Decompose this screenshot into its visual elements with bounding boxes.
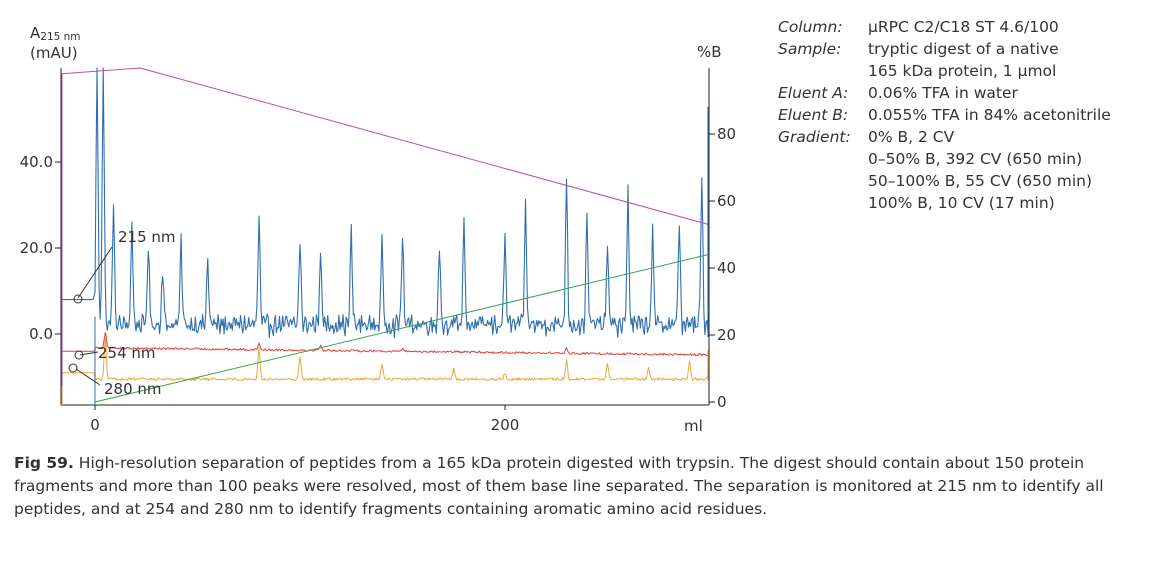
condition-value: 50–100% B, 55 CV (650 min) <box>868 172 1093 190</box>
condition-key: Sample: <box>778 40 842 58</box>
condition-row: Gradient: 0% B, 2 CV <box>778 126 1111 148</box>
condition-key: Gradient: <box>778 128 851 146</box>
condition-row: Eluent A: 0.06% TFA in water <box>778 82 1111 104</box>
run-conditions: Column: μRPC C2/C18 ST 4.6/100 Sample: tryp… <box>778 16 1111 214</box>
condition-key: Column: <box>778 18 843 36</box>
y-right-tick-label: 40 <box>717 259 736 277</box>
label-280nm: 280 nm <box>104 380 162 398</box>
series-line--b-gradient <box>94 254 709 403</box>
y-left-axis-unit: (mAU) <box>30 44 78 62</box>
chromatogram-chart: A215 nm (mAU) %B ml 020040040.020.00.080… <box>20 24 737 435</box>
condition-value: 0.06% TFA in water <box>868 84 1018 102</box>
series-line-pressure <box>61 67 709 386</box>
y-left-tick-label: 20.0 <box>20 239 53 257</box>
callout-254nm: 254 nm <box>74 344 156 362</box>
condition-key: Eluent B: <box>778 106 849 124</box>
condition-value: 0.055% TFA in 84% acetonitrile <box>868 106 1111 124</box>
y-right-tick-label: 20 <box>717 326 736 344</box>
callout-280nm: 280 nm <box>68 363 162 398</box>
condition-value: tryptic digest of a native <box>868 40 1059 58</box>
y-left-axis-title: A215 nm <box>30 24 81 43</box>
condition-row: Eluent B: 0.055% TFA in 84% acetonitrile <box>778 104 1111 126</box>
condition-value: μRPC C2/C18 ST 4.6/100 <box>868 18 1059 36</box>
figure-caption-text: High-resolution separation of peptides f… <box>14 454 1104 518</box>
condition-value: 100% B, 10 CV (17 min) <box>868 194 1055 212</box>
y-left-tick-label: 40.0 <box>20 153 53 171</box>
series-line-280-nm <box>61 337 709 405</box>
condition-row: Column: μRPC C2/C18 ST 4.6/100 <box>778 16 1111 38</box>
y-left-tick-label: 0.0 <box>29 325 53 343</box>
label-215nm: 215 nm <box>118 228 176 246</box>
figure-caption: Fig 59. High-resolution separation of pe… <box>14 452 1134 521</box>
condition-row: 50–100% B, 55 CV (650 min) <box>778 170 1111 192</box>
condition-row: 100% B, 10 CV (17 min) <box>778 192 1111 214</box>
condition-value: 165 kDa protein, 1 μmol <box>868 62 1057 80</box>
condition-value: 0–50% B, 392 CV (650 min) <box>868 150 1083 168</box>
condition-row: 165 kDa protein, 1 μmol <box>778 60 1111 82</box>
condition-value: 0% B, 2 CV <box>868 128 955 146</box>
condition-key <box>778 192 868 214</box>
x-tick-label: 200 <box>491 416 520 434</box>
x-tick-label: 0 <box>90 416 100 434</box>
condition-row: 0–50% B, 392 CV (650 min) <box>778 148 1111 170</box>
condition-key: Eluent A: <box>778 84 849 102</box>
callout-215nm: 215 nm <box>73 228 176 304</box>
y-right-axis-title: %B <box>697 43 722 61</box>
condition-key <box>778 60 868 82</box>
condition-row: Sample: tryptic digest of a native <box>778 38 1111 60</box>
condition-key <box>778 148 868 170</box>
figure-label: Fig 59. <box>14 454 74 472</box>
series-line-215-nm <box>61 67 709 405</box>
y-right-tick-label: 60 <box>717 192 736 210</box>
y-right-tick-label: 0 <box>717 393 727 411</box>
x-axis-title: ml <box>684 417 703 435</box>
condition-key <box>778 170 868 192</box>
label-254nm: 254 nm <box>98 344 156 362</box>
y-right-tick-label: 80 <box>717 125 736 143</box>
